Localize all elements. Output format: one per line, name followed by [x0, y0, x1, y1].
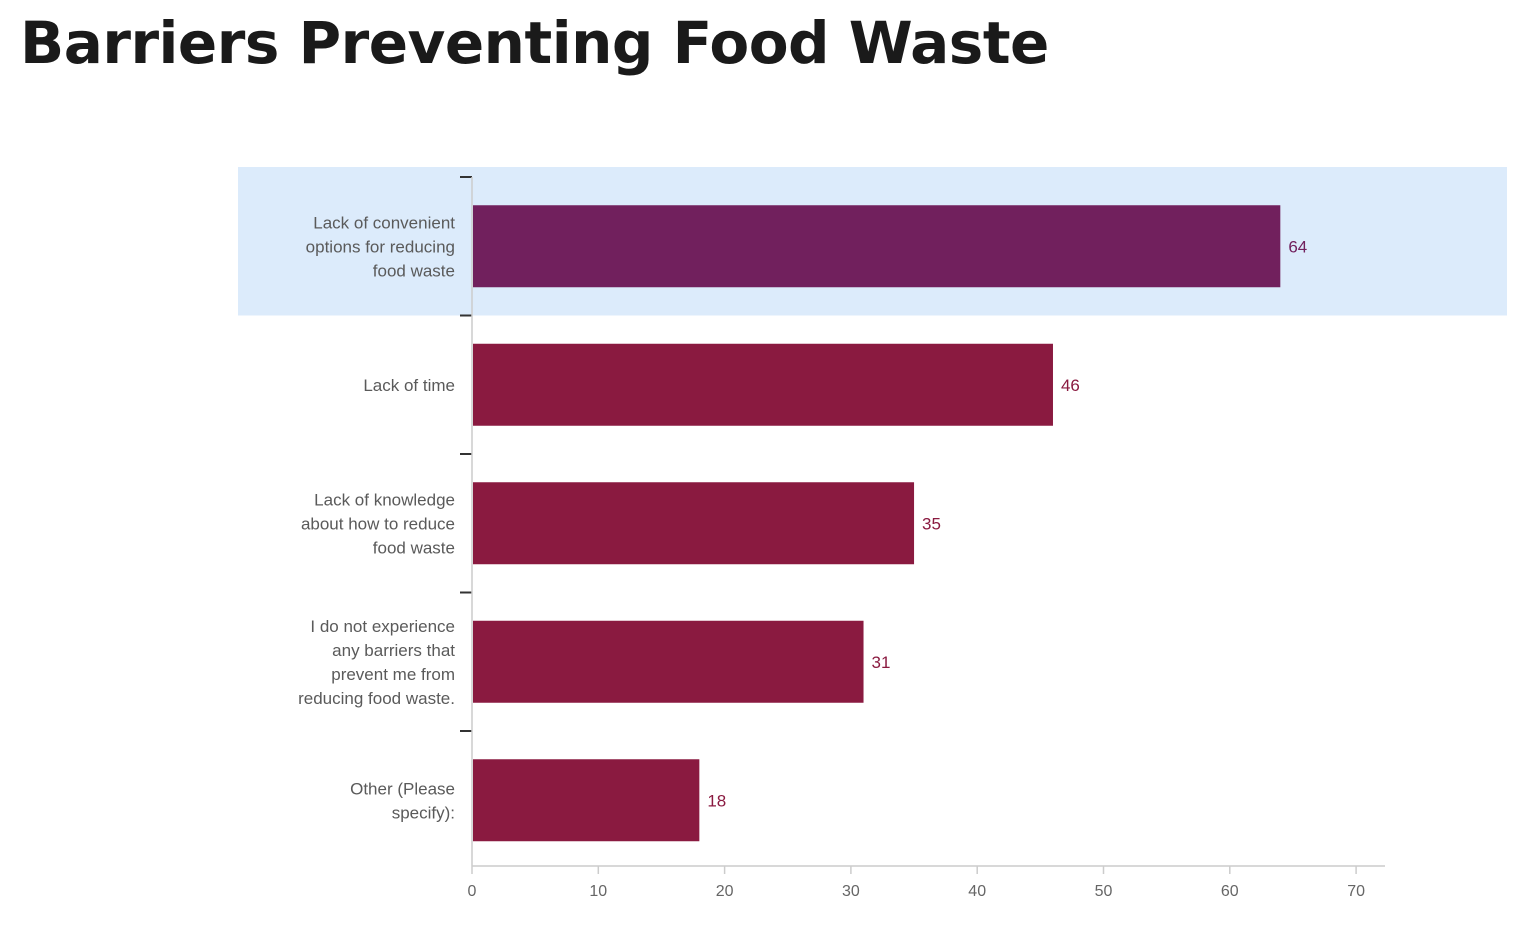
data-label: 35	[922, 514, 941, 533]
category-label: Other (Please specify):	[350, 779, 455, 822]
category-label-line: Lack of time	[363, 376, 455, 395]
category-label-line: food waste	[373, 538, 455, 557]
category-label-line: food waste	[373, 261, 455, 280]
page-title: Barriers Preventing Food Waste	[20, 9, 1049, 77]
bar	[473, 205, 1281, 288]
category-label-line: prevent me from	[331, 665, 455, 684]
category-label-line: options for reducing	[306, 237, 455, 256]
bar	[473, 759, 700, 842]
x-tick-label: 20	[716, 883, 734, 900]
x-tick-label: 70	[1347, 883, 1365, 900]
bar	[473, 482, 915, 565]
category-label-line: any barriers that	[332, 641, 455, 660]
bar	[473, 343, 1053, 426]
x-tick-label: 30	[842, 883, 860, 900]
category-label: Lack of convenient options for reducing fo…	[306, 213, 456, 280]
category-label-line: about how to reduce	[301, 514, 455, 533]
x-tick-label: 60	[1221, 883, 1239, 900]
category-label-line: Lack of convenient	[313, 213, 455, 232]
category-label-line: specify):	[392, 803, 455, 822]
category-label: Lack of time	[363, 376, 455, 395]
data-label: 18	[707, 791, 726, 810]
data-label: 64	[1288, 237, 1307, 256]
category-label-line: Lack of knowledge	[314, 490, 455, 509]
x-tick-label: 40	[968, 883, 986, 900]
x-tick-label: 50	[1095, 883, 1113, 900]
category-label: I do not experience any barriers that prev…	[298, 617, 455, 708]
category-label: Lack of knowledge about how to reduce food…	[301, 490, 455, 557]
data-label: 46	[1061, 376, 1080, 395]
data-label: 31	[872, 653, 891, 672]
category-label-line: reducing food waste.	[298, 689, 455, 708]
category-label-line: Other (Please	[350, 779, 455, 798]
bar	[473, 620, 864, 703]
category-label-line: I do not experience	[310, 617, 455, 636]
x-tick-label: 10	[589, 883, 607, 900]
x-tick-label: 0	[468, 883, 477, 900]
